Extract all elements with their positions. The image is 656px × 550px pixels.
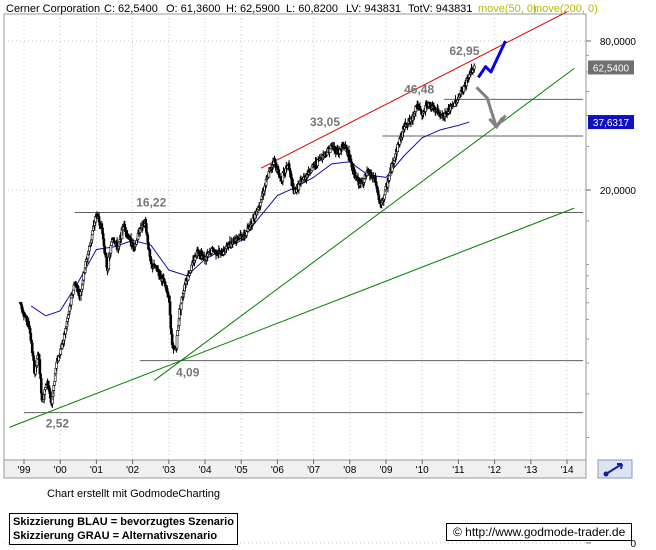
legend-blue: Skizzierung BLAU = bevorzugtes Szenario (13, 516, 234, 528)
price-candle-body (44, 387, 47, 390)
price-candle-body (64, 328, 67, 335)
price-candle-body (109, 245, 113, 254)
header-low: L: 60,8200 (286, 3, 338, 15)
header-ma50: move(50, 0) (478, 3, 537, 15)
grey-scenario-arrowhead (488, 116, 504, 130)
x-tick-label: '12 (488, 465, 501, 476)
level-label: 16,22 (136, 196, 166, 210)
price-candle-body (388, 175, 391, 181)
legend-grey: Skizzierung GRAU = Alternativszenario (13, 530, 218, 542)
price-candle-body (53, 381, 56, 386)
level-label: 4,09 (176, 366, 200, 380)
header-high: H: 62,5900 (226, 3, 280, 15)
zoom-arrow-icon[interactable] (597, 459, 633, 479)
price-candle-body (37, 354, 41, 360)
price-candle-body (169, 314, 173, 329)
header-open: O: 61,3600 (166, 3, 220, 15)
x-tick-label: '06 (271, 465, 284, 476)
x-tick-label: '13 (524, 465, 537, 476)
blue-scenario-arrow (477, 40, 507, 79)
price-candle-body (146, 234, 150, 243)
y-tick-label: 0 (630, 539, 636, 550)
x-tick-label: '01 (90, 465, 103, 476)
level-label: 46,48 (404, 82, 434, 96)
plot-area (3, 13, 587, 461)
support-trendline (9, 207, 575, 428)
header-close: C: 62,5400 (104, 3, 158, 15)
y-tick-label: 80,0000 (600, 37, 637, 48)
price-candle-body (100, 223, 104, 229)
price-candle-body (69, 297, 73, 306)
price-candle-body (472, 65, 476, 70)
price-candle-body (149, 256, 152, 261)
x-tick-label: '05 (235, 465, 248, 476)
price-candle-body (90, 234, 94, 241)
price-candle-body (102, 238, 106, 247)
header-instrument: Cerner Corporation (6, 3, 100, 15)
resistance-trendline (260, 11, 568, 169)
last-price-box (588, 60, 634, 75)
x-tick-label: '14 (560, 465, 573, 476)
x-tick-label: '11 (452, 465, 465, 476)
price-candle-body (436, 108, 440, 113)
price-candle-body (168, 301, 172, 316)
source-url[interactable]: © http://www.godmode-trader.de (446, 523, 633, 541)
x-tick-label: '04 (198, 465, 211, 476)
price-candle-body (376, 186, 379, 193)
price-candle-body (71, 289, 75, 295)
header-totv: TotV: 943831 (408, 3, 472, 15)
price-candle-body (39, 378, 43, 394)
support-trendline (154, 67, 575, 381)
level-label: 2,52 (46, 417, 70, 431)
peak-label: 62,95 (449, 44, 479, 58)
x-tick-label: '03 (162, 465, 175, 476)
ma-value-box (588, 115, 634, 130)
x-tick-label: '10 (416, 465, 429, 476)
level-label: 33,05 (310, 115, 340, 129)
price-candle-body (25, 315, 28, 322)
x-tick-label: '00 (54, 465, 67, 476)
x-tick-label: '02 (126, 465, 139, 476)
x-tick-label: '99 (17, 465, 30, 476)
ma-value-label: 37,6317 (593, 118, 630, 129)
price-candle-body (175, 335, 179, 349)
x-tick-label: '09 (379, 465, 392, 476)
x-tick-label: '07 (307, 465, 320, 476)
last-price-label: 62,5400 (593, 63, 630, 74)
price-candle-body (87, 246, 91, 252)
scenario-legend: Skizzierung BLAU = bevorzugtes Szenario … (9, 513, 238, 545)
y-tick-label: 20,0000 (600, 186, 637, 197)
price-candle-body (259, 202, 262, 207)
header-lv: LV: 943831 (346, 3, 401, 15)
x-tick-label: '08 (343, 465, 356, 476)
x-axis (3, 459, 587, 479)
price-candle-body (349, 154, 352, 162)
header-ma200: move(200, 0) (533, 3, 598, 15)
chart-credit: Chart erstellt mit GodmodeCharting (47, 488, 221, 500)
